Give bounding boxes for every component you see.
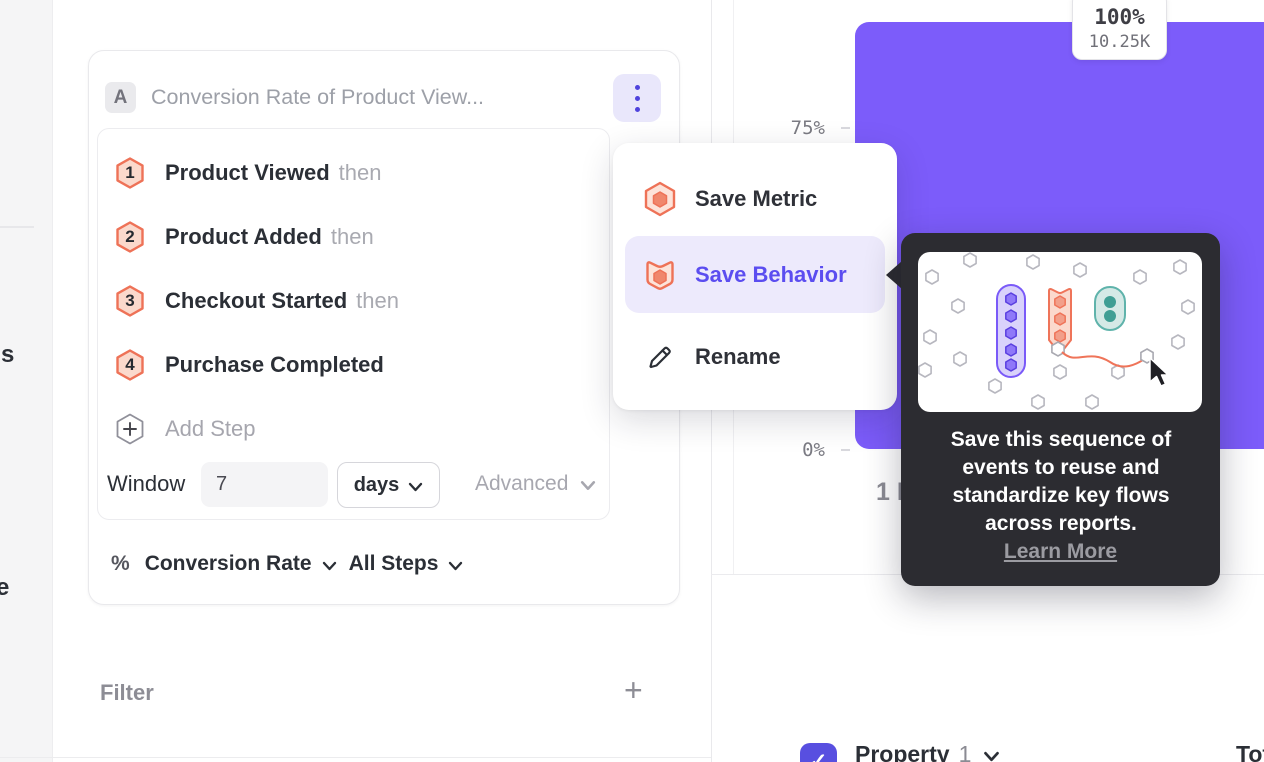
y-axis-tick-75: 75%: [790, 117, 825, 139]
add-step-hex: [114, 412, 146, 446]
kebab-dot: [634, 106, 640, 112]
percent-icon: %: [111, 552, 130, 575]
learn-more-link[interactable]: Learn More: [1003, 540, 1118, 563]
save-behavior-label: Save Behavior: [695, 261, 847, 287]
add-filter-button[interactable]: +: [624, 672, 643, 708]
step-connector: then: [356, 288, 399, 313]
hexagon-icon: [116, 285, 144, 317]
kebab-dot: [634, 84, 640, 90]
menu-item-save-behavior[interactable]: Save Behavior: [625, 236, 885, 313]
funnel-step-3[interactable]: 3 Checkout Started then: [114, 285, 399, 317]
menu-item-rename[interactable]: Rename: [625, 325, 885, 389]
table-header-total: Tot: [1236, 741, 1264, 762]
bar-count: 10.25K: [1088, 32, 1151, 52]
funnel-step-2[interactable]: 2 Product Added then: [114, 221, 374, 253]
chevron-down-icon[interactable]: [448, 561, 463, 571]
funnel-step-1[interactable]: 1 Product Viewed then: [114, 157, 381, 189]
metric-hexagon-icon: [644, 181, 676, 217]
step-number-badge: 2: [114, 220, 146, 254]
legend-checkbox[interactable]: ✓: [800, 743, 837, 762]
steps-card: 1 Product Viewed then 2 Product Added th…: [97, 128, 610, 520]
step-number: 1: [125, 163, 135, 182]
legend-property-label: Property: [855, 741, 950, 762]
bottom-divider: [0, 757, 711, 758]
rail-divider: [0, 226, 34, 228]
pencil-icon: [649, 346, 671, 369]
chevron-down-icon[interactable]: [322, 561, 337, 571]
tick-dash: [841, 127, 850, 129]
context-menu: Save Metric Save Behavior Rename: [613, 143, 897, 410]
tooltip-arrow: [886, 261, 902, 289]
menu-item-save-metric[interactable]: Save Metric: [625, 167, 885, 231]
chevron-down-icon: [409, 482, 423, 491]
y-axis-tick-0: 0%: [802, 439, 825, 461]
kebab-menu-button[interactable]: [613, 74, 661, 122]
step-number-badge: 4: [114, 348, 146, 382]
window-unit-select[interactable]: days: [337, 462, 440, 508]
left-rail: [0, 0, 53, 762]
metric-dropdown[interactable]: Conversion Rate: [144, 552, 312, 575]
cursor-icon: [1149, 357, 1169, 387]
window-label: Window: [107, 471, 186, 496]
add-step-button[interactable]: Add Step: [114, 413, 256, 445]
step-label: Checkout Started: [165, 288, 348, 313]
step-connector: then: [330, 224, 374, 249]
tooltip-message: Save this sequence of events to reuse an…: [950, 428, 1172, 535]
step-number: 4: [125, 355, 135, 374]
hexagon-icon: [116, 157, 144, 189]
legend-property-index: 1: [958, 741, 972, 762]
rail-truncated-text: s: [1, 341, 15, 368]
add-step-label: Add Step: [165, 416, 256, 441]
funnel-sequence-illustration: [918, 252, 1202, 412]
builder-title: Conversion Rate of Product View...: [151, 85, 485, 109]
step-label: Product Viewed: [165, 160, 330, 185]
measurement-row: % Conversion Rate All Steps: [111, 549, 475, 579]
step-connector: then: [338, 160, 382, 185]
save-behavior-tooltip: Save this sequence of events to reuse an…: [901, 233, 1220, 586]
check-icon: ✓: [809, 750, 828, 762]
behavior-bookmark-icon: [646, 260, 674, 290]
kebab-dot: [634, 95, 640, 101]
funnel-step-4[interactable]: 4 Purchase Completed: [114, 349, 393, 381]
chevron-down-icon: [581, 481, 596, 490]
step-number: 3: [125, 291, 135, 310]
rename-label: Rename: [695, 344, 781, 369]
hexagon-icon: [116, 349, 144, 381]
step-label: Product Added: [165, 224, 322, 249]
bar-percent: 100%: [1094, 5, 1145, 29]
bar-value-label: 100% 10.25K: [1072, 0, 1167, 60]
plus-hexagon-icon: [116, 413, 144, 445]
window-row: Window days Advanced: [98, 462, 609, 508]
window-unit-value: days: [353, 473, 400, 496]
step-number-badge: 1: [114, 156, 146, 190]
advanced-dropdown[interactable]: Advanced: [475, 472, 596, 496]
step-number-badge: 3: [114, 284, 146, 318]
rail-truncated-text: e: [0, 574, 10, 601]
chevron-down-icon: [984, 751, 1000, 762]
step-label: Purchase Completed: [165, 352, 384, 377]
steps-scope-dropdown[interactable]: All Steps: [348, 552, 439, 575]
advanced-label: Advanced: [475, 472, 569, 495]
series-badge: A: [105, 82, 136, 113]
legend-property-dropdown[interactable]: Property 1: [855, 741, 1000, 762]
save-metric-label: Save Metric: [695, 186, 818, 211]
hexagon-icon: [116, 221, 144, 253]
query-builder-card: A Conversion Rate of Product View... 1 P…: [88, 50, 680, 605]
filter-section-label: Filter: [100, 680, 154, 705]
step-number: 2: [125, 227, 135, 246]
window-value-input[interactable]: [201, 462, 328, 507]
tick-dash: [841, 449, 850, 451]
